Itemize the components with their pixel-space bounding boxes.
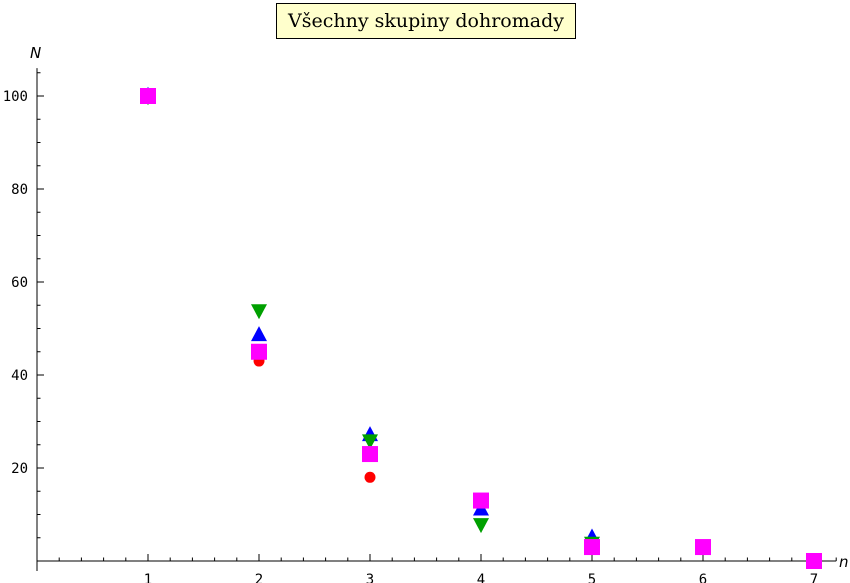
y-tick-label: 40	[11, 368, 28, 384]
ticks: 1 2 3 4 5 6 7 20 40 60 80 100	[3, 72, 837, 583]
chart-title: Všechny skupiny dohromady	[276, 3, 576, 39]
x-tick-label: 1	[144, 572, 152, 583]
data-marks	[140, 86, 822, 569]
y-tick-label: 80	[11, 182, 28, 198]
x-tick-label: 3	[366, 572, 374, 583]
x-tick-label: 6	[699, 572, 707, 583]
data-point-square	[362, 446, 378, 463]
y-axis-label: N	[30, 44, 41, 62]
data-point-square	[473, 492, 489, 509]
data-point-square	[695, 539, 711, 556]
data-point-triangle-up	[251, 326, 267, 342]
data-point-triangle-down	[473, 518, 489, 534]
x-axis-label: n	[839, 553, 849, 571]
data-point-circle	[364, 471, 376, 483]
y-tick-label: 100	[3, 89, 28, 105]
x-tick-label: 2	[255, 572, 263, 583]
data-point-square	[251, 343, 267, 360]
y-tick-label: 60	[11, 275, 28, 291]
data-point-square	[140, 88, 156, 104]
data-point-square	[806, 553, 822, 569]
axes	[36, 68, 837, 571]
data-point-triangle-down	[251, 304, 267, 320]
x-tick-label: 7	[810, 572, 818, 583]
y-tick-label: 20	[11, 461, 28, 477]
x-tick-label: 4	[477, 572, 485, 583]
x-tick-label: 5	[588, 572, 596, 583]
data-point-square	[584, 539, 600, 556]
data-point-triangle-down	[362, 434, 378, 450]
